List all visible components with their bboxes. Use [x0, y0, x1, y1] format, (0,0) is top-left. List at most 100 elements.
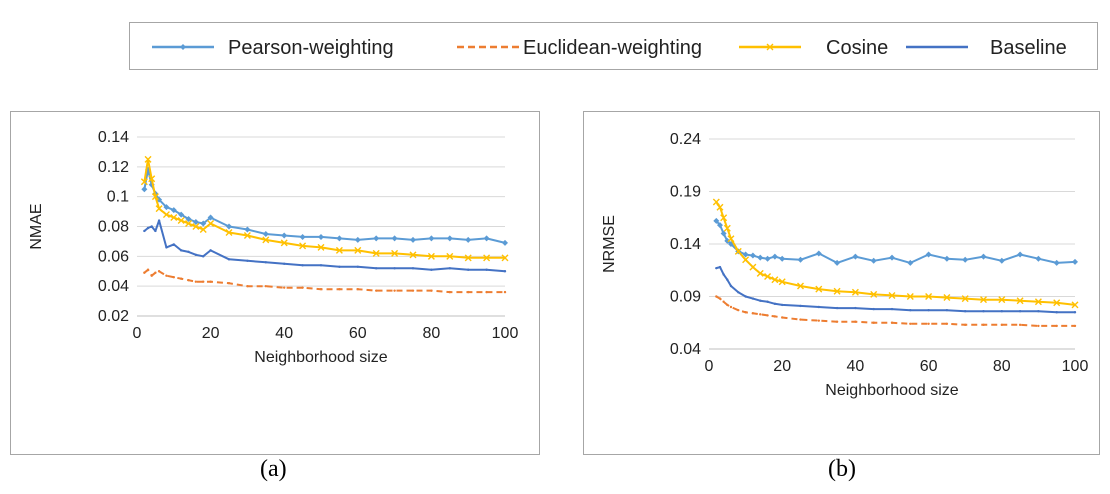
data-point-baseline	[227, 258, 231, 261]
data-point-baseline	[799, 304, 802, 308]
data-point-baseline	[448, 267, 451, 270]
data-point-euclidean-weighting	[179, 277, 183, 280]
y-tick-label: 0.14	[670, 236, 701, 253]
x-tick-label: 20	[773, 358, 791, 375]
series-cosine	[140, 155, 509, 262]
data-point-baseline	[467, 268, 470, 271]
data-point-baseline	[375, 267, 378, 270]
data-point-baseline	[751, 297, 755, 300]
data-point-baseline	[945, 308, 949, 312]
data-point-pearson-weighting	[720, 230, 727, 237]
chart-b-nrmse: 0.04 0.09 0.14 0.19 0.24 0 20 40 60 80 100 Neighbor…	[601, 131, 1088, 399]
data-point-pearson-weighting	[749, 252, 756, 259]
data-point-baseline	[165, 246, 168, 249]
data-point-euclidean-weighting	[927, 322, 930, 325]
data-point-baseline	[209, 249, 212, 252]
y-axis-label: NRMSE	[601, 215, 618, 273]
data-point-euclidean-weighting	[393, 289, 396, 292]
data-point-cosine	[734, 247, 742, 255]
data-point-baseline	[1073, 311, 1077, 314]
series-baseline	[143, 219, 507, 273]
data-point-euclidean-weighting	[1018, 323, 1022, 327]
data-point-pearson-weighting	[244, 226, 251, 233]
data-point-cosine	[961, 295, 969, 303]
data-point-cosine	[317, 243, 325, 251]
chart-panel-a: 0.02 0.04 0.06 0.08 0.1 0.12 0.14 0 20 40 60 80 100 N…	[10, 111, 540, 455]
data-point-baseline	[194, 253, 198, 257]
y-tick-label: 0.04	[670, 341, 701, 358]
data-point-pearson-weighting	[889, 254, 895, 261]
data-point-euclidean-weighting	[338, 287, 341, 291]
legend-label-baseline: Baseline	[990, 37, 1067, 59]
data-point-pearson-weighting	[226, 223, 232, 230]
data-point-pearson-weighting	[262, 230, 269, 237]
data-point-pearson-weighting	[178, 211, 185, 218]
data-point-baseline	[1018, 310, 1022, 313]
data-point-pearson-weighting	[870, 257, 877, 264]
data-point-cosine	[712, 198, 720, 206]
data-point-pearson-weighting	[299, 233, 306, 240]
data-point-pearson-weighting	[483, 235, 490, 242]
data-point-pearson-weighting	[713, 217, 720, 224]
data-point-baseline	[1000, 310, 1003, 313]
y-tick-label: 0.19	[670, 184, 701, 201]
data-point-pearson-weighting	[943, 255, 950, 262]
y-tick-label: 0.06	[98, 248, 129, 265]
x-tick-label: 100	[492, 325, 519, 342]
data-point-baseline	[157, 219, 161, 222]
data-point-cosine	[998, 296, 1006, 304]
series-line-euclidean-weighting	[143, 268, 505, 294]
series-line-cosine	[143, 158, 505, 259]
data-point-euclidean-weighting	[209, 280, 212, 283]
data-point-baseline	[154, 229, 157, 233]
data-point-euclidean-weighting	[157, 270, 161, 273]
data-point-pearson-weighting	[354, 236, 361, 243]
data-point-euclidean-weighting	[283, 286, 286, 289]
data-point-euclidean-weighting	[430, 289, 433, 292]
data-point-pearson-weighting	[207, 214, 214, 221]
data-point-euclidean-weighting	[165, 274, 168, 277]
y-tick-label: 0.12	[98, 159, 129, 176]
data-point-pearson-weighting	[465, 236, 472, 243]
data-point-pearson-weighting	[502, 239, 508, 246]
data-point-baseline	[187, 250, 190, 254]
data-point-baseline	[301, 264, 304, 267]
data-point-euclidean-weighting	[890, 321, 894, 324]
data-point-baseline	[283, 262, 286, 265]
data-point-cosine	[727, 235, 735, 243]
y-tick-label: 0.02	[98, 308, 129, 325]
x-axis-label: Neighborhood size	[254, 349, 388, 366]
x-tick-label: 0	[133, 325, 142, 342]
data-point-euclidean-weighting	[411, 289, 415, 292]
data-point-pearson-weighting	[185, 216, 192, 223]
x-tick-label: 60	[349, 325, 367, 342]
data-point-baseline	[715, 266, 718, 270]
legend-label-pearson-weighting: Pearson-weighting	[228, 37, 394, 59]
legend-marker-cosine	[766, 43, 774, 51]
data-point-cosine	[155, 205, 163, 213]
data-point-baseline	[759, 299, 762, 302]
data-point-euclidean-weighting	[835, 320, 839, 323]
legend-graphic: Pearson-weighting Euclidean-weighting Cosi…	[152, 37, 1067, 59]
series-euclidean-weighting	[715, 295, 1077, 328]
data-point-baseline	[485, 268, 488, 271]
legend-item-baseline: Baseline	[906, 37, 1067, 59]
data-point-cosine	[162, 211, 170, 219]
data-point-euclidean-weighting	[194, 280, 198, 283]
data-point-pearson-weighting	[764, 255, 771, 262]
data-point-cosine	[446, 252, 454, 260]
data-point-cosine	[225, 228, 233, 236]
data-point-pearson-weighting	[373, 235, 380, 242]
data-point-cosine	[199, 225, 207, 233]
data-point-pearson-weighting	[1072, 258, 1078, 265]
data-point-baseline	[872, 307, 875, 311]
data-point-baseline	[737, 291, 740, 294]
data-point-cosine	[815, 285, 823, 293]
data-point-cosine	[778, 278, 786, 286]
data-point-pearson-weighting	[779, 255, 786, 262]
series-cosine	[712, 198, 1079, 309]
data-point-euclidean-weighting	[982, 323, 985, 327]
data-point-euclidean-weighting	[1000, 323, 1003, 327]
data-point-cosine	[980, 296, 987, 304]
data-point-cosine	[170, 214, 178, 222]
